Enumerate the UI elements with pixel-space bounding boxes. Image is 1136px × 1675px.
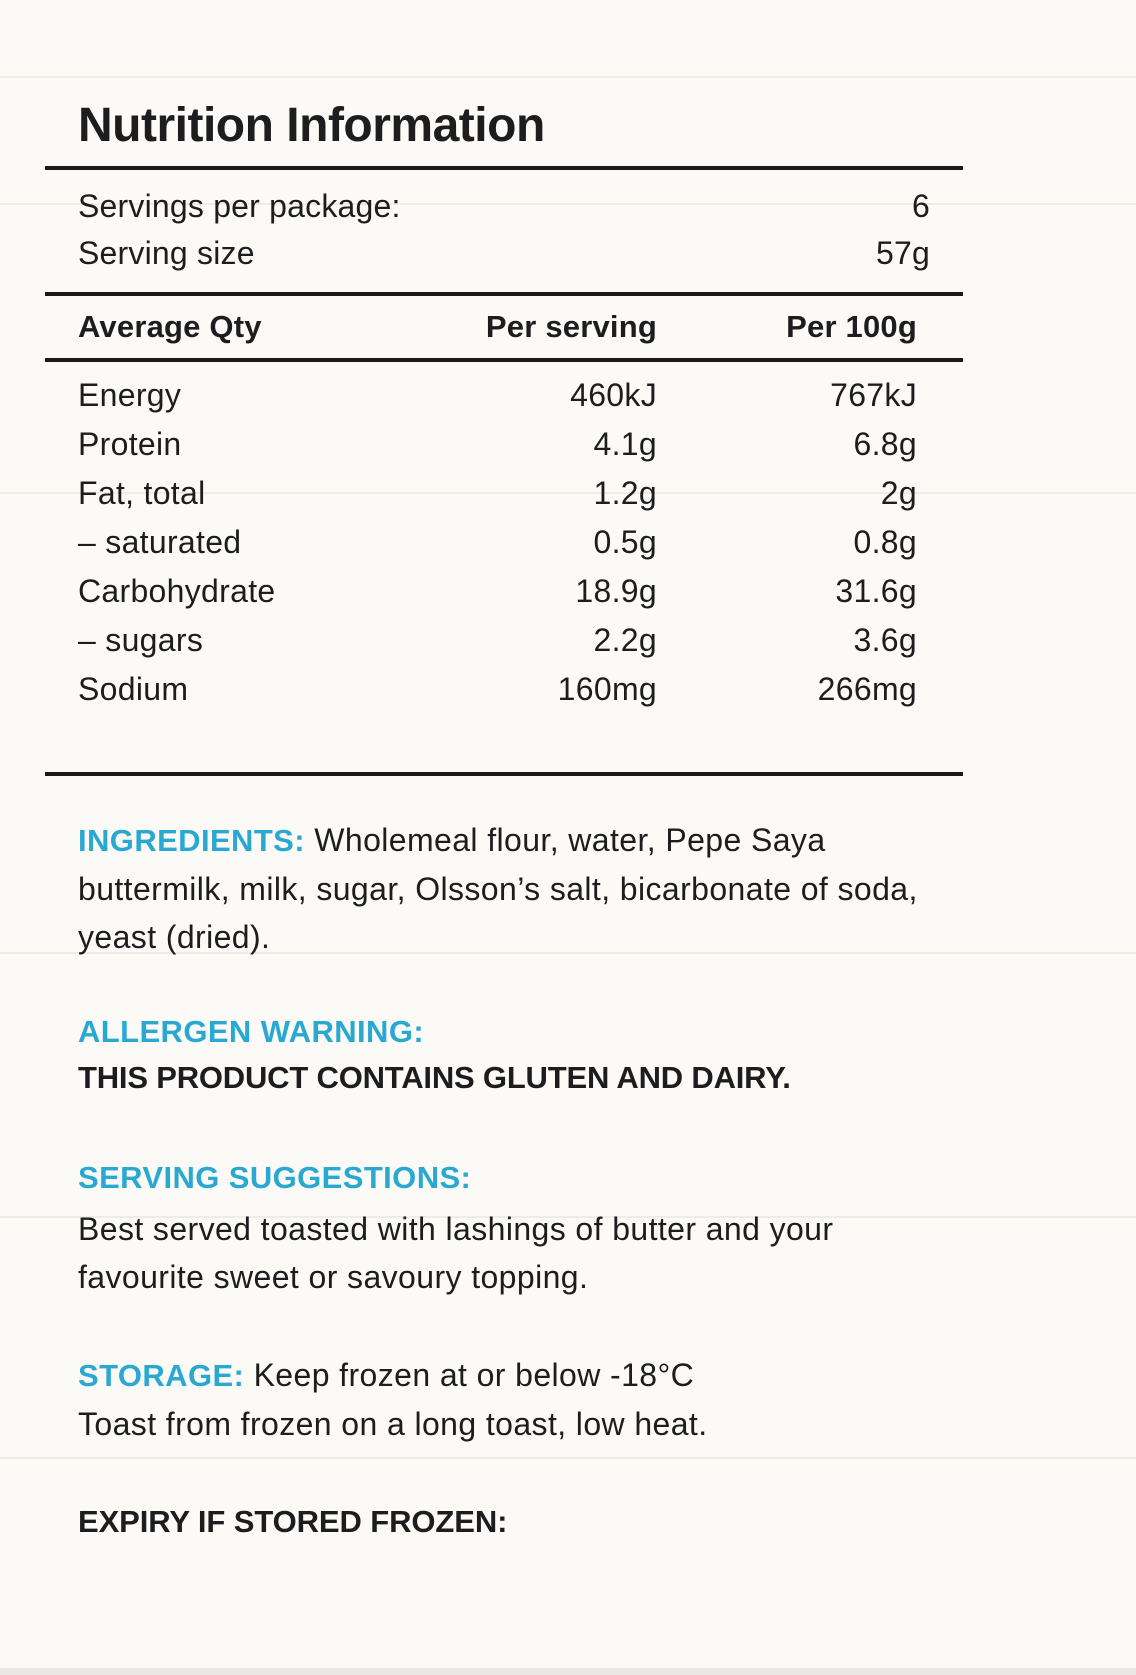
ingredients-section: INGREDIENTS: Wholemeal flour, water, Pep… [78,816,963,961]
table-row: – sugars 2.2g 3.6g [78,616,917,665]
table-row: Sodium 160mg 266mg [78,665,917,714]
allergen-section: ALLERGEN WARNING: THIS PRODUCT CONTAINS … [78,1009,963,1101]
table-row: Carbohydrate 18.9g 31.6g [78,567,917,616]
storage-line-2: Toast from frozen on a long toast, low h… [78,1406,708,1442]
servings-per-package-value: 6 [912,188,930,224]
nutrient-name: – sugars [78,622,204,658]
table-row: Fat, total 1.2g 2g [78,469,917,518]
serving-suggestions-heading: SERVING SUGGESTIONS: [78,1160,472,1195]
per-100g-value: 266mg [817,671,917,707]
nutrient-name: Energy [78,377,182,413]
page-edge-strip [0,1668,1136,1675]
nutrient-name: Fat, total [78,475,206,511]
storage-section: STORAGE: Keep frozen at or below -18°C T… [78,1351,963,1448]
storage-text: Keep frozen at or below -18°C [253,1357,695,1393]
column-header-per-100g: Per 100g [786,309,917,344]
column-header-per-serving: Per serving [485,309,657,344]
servings-per-package-row: Servings per package: 6 [78,183,930,230]
per-serving-value: 0.5g [593,524,657,560]
per-100g-value: 767kJ [830,377,917,413]
per-100g-value: 3.6g [853,622,917,658]
divider [45,166,963,170]
per-serving-value: 1.2g [593,475,657,511]
serving-size-label: Serving size [78,235,255,271]
serving-suggestions-text: Best served toasted with lashings of but… [78,1211,834,1295]
serving-size-value: 57g [876,235,930,271]
divider [45,772,963,776]
storage-heading: STORAGE: [78,1358,245,1393]
serving-info: Servings per package: 6 Serving size 57g [78,170,963,292]
table-row: Energy 460kJ 767kJ [78,371,917,420]
column-header-average-qty: Average Qty [78,309,262,344]
ingredients-heading: INGREDIENTS: [78,823,305,858]
expiry-heading: EXPIRY IF STORED FROZEN: [78,1504,508,1539]
divider [45,292,963,296]
table-row: Protein 4.1g 6.8g [78,420,917,469]
divider [45,358,963,362]
ingredients-text: Wholemeal flour, water, Pepe Saya butter… [78,822,918,955]
per-serving-value: 4.1g [593,426,657,462]
per-100g-value: 6.8g [853,426,917,462]
per-100g-value: 31.6g [835,573,917,609]
table-header-row: Average Qty Per serving Per 100g [78,296,963,358]
page-title: Nutrition Information [78,99,545,152]
per-serving-value: 160mg [557,671,657,707]
nutrient-name: – saturated [78,524,242,560]
serving-size-row: Serving size 57g [78,230,930,277]
nutrition-table-body: Energy 460kJ 767kJ Protein 4.1g 6.8g Fat… [78,362,963,772]
allergen-text: THIS PRODUCT CONTAINS GLUTEN AND DAIRY. [78,1060,791,1095]
table-row: – saturated 0.5g 0.8g [78,518,917,567]
serving-suggestions-section: SERVING SUGGESTIONS: Best served toasted… [78,1155,963,1301]
servings-per-package-label: Servings per package: [78,188,401,224]
per-100g-value: 2g [880,475,917,511]
nutrient-name: Sodium [78,671,189,707]
per-serving-value: 18.9g [575,573,657,609]
expiry-section: EXPIRY IF STORED FROZEN: [78,1504,963,1540]
per-serving-value: 460kJ [570,377,657,413]
allergen-heading: ALLERGEN WARNING: [78,1014,425,1049]
nutrient-name: Carbohydrate [78,573,276,609]
per-100g-value: 0.8g [853,524,917,560]
per-serving-value: 2.2g [593,622,657,658]
nutrient-name: Protein [78,426,182,462]
nutrition-label: Nutrition Information Servings per packa… [45,99,963,1540]
storage-line-1: STORAGE: Keep frozen at or below -18°C [78,1351,963,1400]
